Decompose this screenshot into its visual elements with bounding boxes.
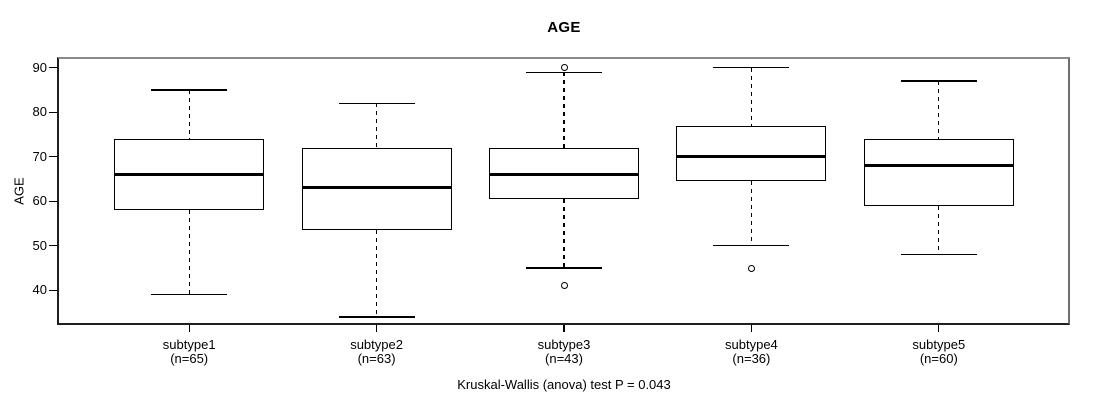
y-axis-tick (49, 245, 57, 247)
y-axis-tick (49, 289, 57, 291)
y-axis-tick-label: 70 (32, 148, 47, 164)
y-axis-tick (49, 67, 57, 69)
iqr-box-subtype5 (863, 138, 1014, 206)
x-tick-sublabel-subtype4: (n=36) (732, 351, 771, 366)
x-axis-tick (563, 325, 565, 332)
upper-whisker-cap (526, 71, 602, 73)
upper-whisker-cap (338, 102, 415, 105)
upper-whisker-line (938, 81, 940, 139)
upper-whisker-line (563, 72, 565, 148)
x-tick-sublabel-subtype1: (n=65) (170, 351, 209, 366)
x-tick-sublabel-subtype2: (n=63) (357, 351, 396, 366)
lower-whisker-cap (526, 267, 602, 269)
y-axis-tick (49, 200, 57, 202)
y-axis-tick-label: 40 (32, 282, 47, 298)
lower-whisker-line (188, 210, 190, 295)
y-axis-tick (49, 111, 57, 113)
upper-whisker-cap (151, 89, 228, 91)
stat-test-caption: Kruskal-Wallis (anova) test P = 0.043 (457, 377, 671, 392)
median-line-subtype4 (676, 155, 827, 159)
median-line-subtype5 (863, 164, 1014, 168)
y-axis-tick-label: 50 (32, 237, 47, 253)
y-axis-tick-label: 80 (32, 104, 47, 120)
x-tick-label-subtype4: subtype4 (725, 337, 778, 352)
upper-whisker-line (188, 90, 190, 139)
upper-whisker-line (375, 103, 378, 148)
x-tick-sublabel-subtype3: (n=43) (545, 351, 583, 366)
upper-whisker-cap (900, 80, 977, 82)
outlier-point (747, 264, 755, 272)
upper-whisker-line (750, 67, 753, 126)
outlier-point (560, 64, 568, 72)
x-axis-tick (750, 325, 753, 332)
y-axis-tick (49, 156, 57, 158)
upper-whisker-cap (713, 67, 790, 69)
y-axis-tick-label: 90 (32, 59, 47, 75)
lower-whisker-line (750, 181, 753, 246)
x-axis-tick (938, 325, 940, 332)
x-tick-label-subtype3: subtype3 (537, 337, 591, 352)
x-tick-label-subtype5: subtype5 (912, 337, 966, 352)
lower-whisker-line (375, 230, 378, 317)
lower-whisker-line (563, 199, 565, 269)
iqr-box-subtype4 (676, 125, 827, 182)
lower-whisker-cap (338, 316, 415, 318)
lower-whisker-cap (151, 294, 228, 296)
chart-title: AGE (547, 19, 581, 36)
median-line-subtype2 (301, 186, 452, 190)
x-tick-label-subtype1: subtype1 (162, 337, 216, 352)
median-line-subtype3 (489, 173, 639, 177)
y-axis-tick-label: 60 (32, 193, 47, 209)
x-axis-tick (375, 325, 378, 332)
lower-whisker-line (938, 205, 940, 255)
x-tick-sublabel-subtype5: (n=60) (919, 351, 958, 366)
lower-whisker-cap (713, 245, 790, 247)
median-line-subtype1 (114, 173, 265, 177)
lower-whisker-cap (900, 253, 977, 256)
outlier-point (560, 282, 568, 290)
x-axis-tick (188, 325, 190, 332)
x-tick-label-subtype2: subtype2 (350, 337, 403, 352)
